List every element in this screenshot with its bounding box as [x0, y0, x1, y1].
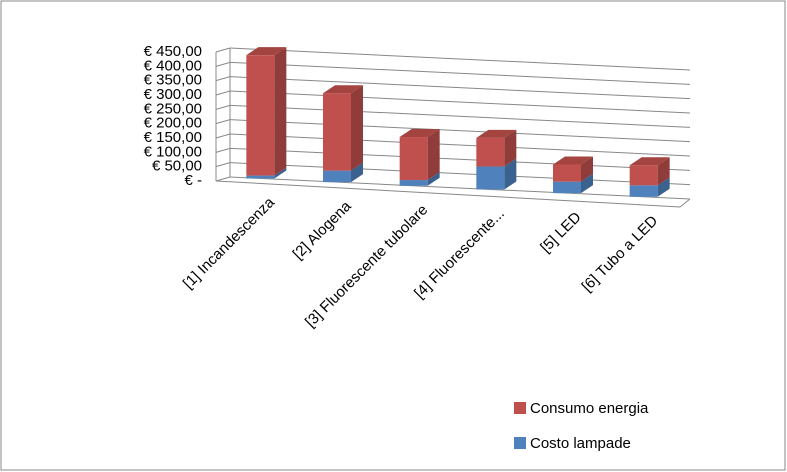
bar: [629, 165, 658, 186]
grid-line: [229, 133, 691, 157]
tick-mark: [215, 162, 231, 168]
y-tick-label: € 350,00: [144, 72, 202, 89]
legend-swatch: [514, 402, 526, 414]
tick-mark: [215, 61, 231, 67]
y-tick-label: € 200,00: [144, 115, 202, 132]
tick-mark: [215, 47, 231, 53]
bar-top: [629, 157, 670, 166]
y-tick-label: € 100,00: [144, 143, 202, 160]
bar: [553, 164, 581, 182]
legend-swatch: [514, 437, 526, 449]
bar: [553, 181, 581, 194]
bar: [399, 137, 428, 181]
bar: [399, 180, 428, 186]
legend-label: Consumo energia: [530, 400, 649, 417]
grid-line: [229, 47, 691, 71]
bar-side: [274, 47, 287, 176]
bar-side: [351, 85, 363, 171]
tick-mark: [215, 90, 231, 96]
bar: [246, 55, 275, 176]
grid-line: [229, 119, 691, 143]
tick-mark: [215, 119, 231, 125]
bar-top: [323, 85, 363, 94]
grid-line: [229, 61, 691, 85]
bar-side: [274, 167, 287, 179]
bar: [246, 175, 275, 179]
bar: [476, 137, 505, 167]
bar: [476, 166, 505, 190]
tick-mark: [215, 147, 231, 153]
legend-label: Costo lampade: [530, 435, 631, 452]
grid-line: [229, 104, 691, 128]
bar-top: [476, 129, 517, 138]
grid-line: [229, 147, 691, 171]
axis-line: [679, 198, 691, 208]
bar-side: [581, 173, 593, 194]
bar-side: [657, 177, 670, 197]
bar: [629, 185, 658, 197]
tick-mark: [215, 133, 231, 139]
bar-top: [553, 156, 593, 165]
grid-line: [229, 162, 691, 186]
y-tick-label: € 450,00: [144, 43, 202, 60]
y-tick-label: € 50,00: [152, 158, 202, 175]
bar-side: [504, 129, 517, 167]
y-tick-label: € 150,00: [144, 129, 202, 146]
bar-side: [657, 157, 670, 186]
y-tick-label: € 400,00: [144, 57, 202, 74]
axis-line: [215, 180, 681, 208]
bar: [323, 170, 351, 183]
tick-mark: [215, 104, 231, 110]
bar-side: [427, 129, 440, 181]
y-tick-label: € 250,00: [144, 100, 202, 117]
grid-line: [229, 76, 691, 100]
bar-side: [351, 162, 363, 183]
grid-line: [229, 176, 691, 200]
bar-side: [504, 158, 517, 190]
grid-line: [229, 90, 691, 114]
tick-mark: [215, 176, 231, 182]
bar-top: [246, 47, 287, 56]
bar-top: [399, 129, 440, 138]
tick-mark: [215, 76, 231, 82]
y-tick-label: € -: [184, 172, 202, 189]
y-tick-label: € 300,00: [144, 86, 202, 103]
bar: [323, 93, 351, 171]
bar-side: [581, 156, 593, 182]
bar-side: [427, 172, 440, 186]
